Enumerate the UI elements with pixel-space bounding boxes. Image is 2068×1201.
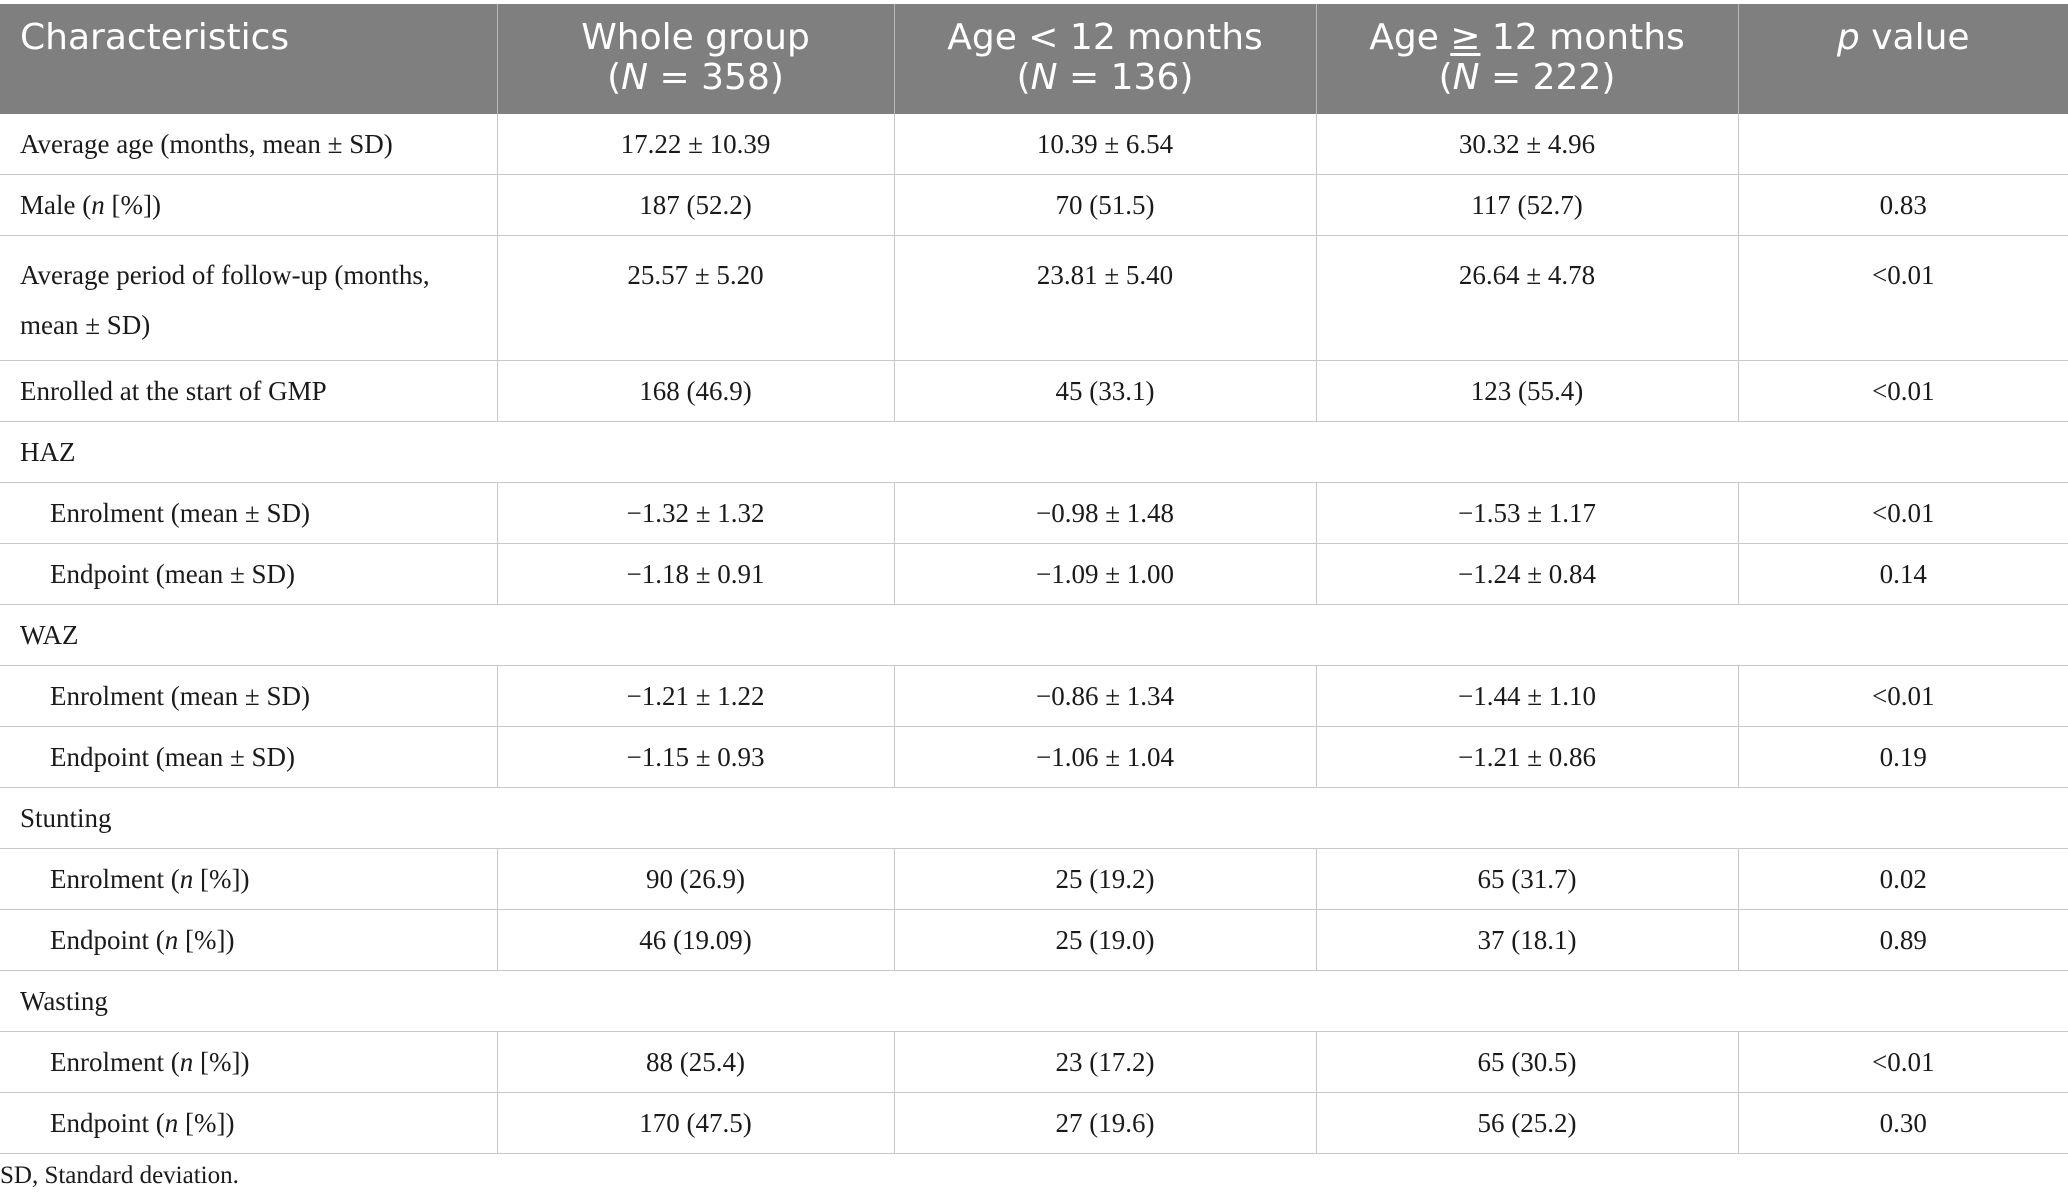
section-row-stunting: Stunting xyxy=(0,787,2068,849)
row-label: Endpoint (mean ± SD) xyxy=(0,543,498,605)
cell-age-12-plus: −1.53 ± 1.17 xyxy=(1316,482,1739,544)
cell-whole-group: 90 (26.9) xyxy=(497,848,895,910)
cell-age-under-12: 10.39 ± 6.54 xyxy=(894,114,1317,175)
cell-p-value: <0.01 xyxy=(1738,235,2068,361)
cell-age-12-plus: 56 (25.2) xyxy=(1316,1092,1739,1154)
header-characteristics: Characteristics xyxy=(0,4,498,114)
header-age-under-12-n: (N = 136) xyxy=(1016,57,1194,98)
header-age-under-12-title: Age < 12 months xyxy=(947,17,1263,58)
cell-age-under-12: −1.06 ± 1.04 xyxy=(894,726,1317,788)
cell-age-12-plus: 117 (52.7) xyxy=(1316,174,1739,236)
cell-whole-group: −1.15 ± 0.93 xyxy=(497,726,895,788)
row-label: Endpoint (n [%]) xyxy=(0,1092,498,1154)
row-label: Enrolled at the start of GMP xyxy=(0,360,498,422)
table-row: Enrolment (mean ± SD) −1.21 ± 1.22 −0.86… xyxy=(0,665,2068,727)
cell-age-12-plus: −1.24 ± 0.84 xyxy=(1316,543,1739,605)
cell-whole-group: 46 (19.09) xyxy=(497,909,895,971)
row-label: Endpoint (n [%]) xyxy=(0,909,498,971)
cell-age-under-12: −0.98 ± 1.48 xyxy=(894,482,1317,544)
cell-whole-group: 25.57 ± 5.20 xyxy=(497,235,895,361)
cell-age-12-plus: 26.64 ± 4.78 xyxy=(1316,235,1739,361)
cell-p-value xyxy=(1738,114,2068,175)
cell-age-under-12: 45 (33.1) xyxy=(894,360,1317,422)
cell-p-value: <0.01 xyxy=(1738,1031,2068,1093)
table-row: Average age (months, mean ± SD) 17.22 ± … xyxy=(0,114,2068,175)
row-label: Enrolment (n [%]) xyxy=(0,1031,498,1093)
cell-age-under-12: 23 (17.2) xyxy=(894,1031,1317,1093)
table-row: Endpoint (mean ± SD) −1.15 ± 0.93 −1.06 … xyxy=(0,726,2068,788)
table-body: Average age (months, mean ± SD) 17.22 ± … xyxy=(0,114,2068,1154)
section-row-haz: HAZ xyxy=(0,421,2068,483)
cell-p-value: <0.01 xyxy=(1738,482,2068,544)
header-row: Characteristics Whole group (N = 358) Ag… xyxy=(0,4,2068,114)
section-row-wasting: Wasting xyxy=(0,970,2068,1032)
table-row: Enrolment (mean ± SD) −1.32 ± 1.32 −0.98… xyxy=(0,482,2068,544)
cell-whole-group: 187 (52.2) xyxy=(497,174,895,236)
header-whole-group: Whole group (N = 358) xyxy=(497,4,895,114)
table-row: Average period of follow-up (months, mea… xyxy=(0,235,2068,361)
header-whole-group-title: Whole group xyxy=(581,17,810,58)
cell-p-value: 0.02 xyxy=(1738,848,2068,910)
cell-p-value: 0.89 xyxy=(1738,909,2068,971)
header-age-12-plus-title: Age ≥ 12 months xyxy=(1369,17,1685,58)
row-label: Average period of follow-up (months, mea… xyxy=(0,235,498,361)
section-label: Stunting xyxy=(0,787,2068,849)
table-row: Endpoint (mean ± SD) −1.18 ± 0.91 −1.09 … xyxy=(0,543,2068,605)
row-label: Enrolment (mean ± SD) xyxy=(0,665,498,727)
cell-age-12-plus: −1.44 ± 1.10 xyxy=(1316,665,1739,727)
cell-age-under-12: −0.86 ± 1.34 xyxy=(894,665,1317,727)
cell-whole-group: −1.21 ± 1.22 xyxy=(497,665,895,727)
cell-age-12-plus: 37 (18.1) xyxy=(1316,909,1739,971)
row-label: Enrolment (mean ± SD) xyxy=(0,482,498,544)
cell-whole-group: 168 (46.9) xyxy=(497,360,895,422)
section-label: WAZ xyxy=(0,604,2068,666)
header-whole-group-n: (N = 358) xyxy=(607,57,784,98)
cell-whole-group: 170 (47.5) xyxy=(497,1092,895,1154)
cell-age-12-plus: 65 (31.7) xyxy=(1316,848,1739,910)
cell-age-12-plus: 65 (30.5) xyxy=(1316,1031,1739,1093)
row-label: Male (n [%]) xyxy=(0,174,498,236)
header-age-under-12: Age < 12 months (N = 136) xyxy=(894,4,1317,114)
cell-whole-group: 88 (25.4) xyxy=(497,1031,895,1093)
cell-age-under-12: 23.81 ± 5.40 xyxy=(894,235,1317,361)
table-footnote: SD, Standard deviation. xyxy=(0,1162,239,1189)
cell-age-12-plus: 123 (55.4) xyxy=(1316,360,1739,422)
cell-age-under-12: 70 (51.5) xyxy=(894,174,1317,236)
row-label: Average age (months, mean ± SD) xyxy=(0,114,498,175)
section-label: Wasting xyxy=(0,970,2068,1032)
section-row-waz: WAZ xyxy=(0,604,2068,666)
table-row: Endpoint (n [%]) 170 (47.5) 27 (19.6) 56… xyxy=(0,1092,2068,1154)
row-label: Endpoint (mean ± SD) xyxy=(0,726,498,788)
cell-p-value: 0.30 xyxy=(1738,1092,2068,1154)
cell-age-12-plus: −1.21 ± 0.86 xyxy=(1316,726,1739,788)
cell-age-under-12: 25 (19.2) xyxy=(894,848,1317,910)
cell-whole-group: −1.32 ± 1.32 xyxy=(497,482,895,544)
table-row: Enrolment (n [%]) 90 (26.9) 25 (19.2) 65… xyxy=(0,848,2068,910)
characteristics-table-container: Characteristics Whole group (N = 358) Ag… xyxy=(0,4,2068,1154)
cell-p-value: 0.83 xyxy=(1738,174,2068,236)
cell-age-under-12: −1.09 ± 1.00 xyxy=(894,543,1317,605)
cell-age-under-12: 27 (19.6) xyxy=(894,1092,1317,1154)
table-header: Characteristics Whole group (N = 358) Ag… xyxy=(0,4,2068,114)
cell-age-under-12: 25 (19.0) xyxy=(894,909,1317,971)
cell-whole-group: 17.22 ± 10.39 xyxy=(497,114,895,175)
section-label: HAZ xyxy=(0,421,2068,483)
header-p-value: p value xyxy=(1738,4,2068,114)
table-row: Enrolled at the start of GMP 168 (46.9) … xyxy=(0,360,2068,422)
cell-p-value: <0.01 xyxy=(1738,360,2068,422)
cell-p-value: 0.19 xyxy=(1738,726,2068,788)
cell-p-value: 0.14 xyxy=(1738,543,2068,605)
table-row: Enrolment (n [%]) 88 (25.4) 23 (17.2) 65… xyxy=(0,1031,2068,1093)
cell-whole-group: −1.18 ± 0.91 xyxy=(497,543,895,605)
header-age-12-plus-n: (N = 222) xyxy=(1438,57,1616,98)
characteristics-table: Characteristics Whole group (N = 358) Ag… xyxy=(0,4,2068,1154)
cell-p-value: <0.01 xyxy=(1738,665,2068,727)
header-age-12-plus: Age ≥ 12 months (N = 222) xyxy=(1316,4,1739,114)
table-row: Endpoint (n [%]) 46 (19.09) 25 (19.0) 37… xyxy=(0,909,2068,971)
cell-age-12-plus: 30.32 ± 4.96 xyxy=(1316,114,1739,175)
table-row: Male (n [%]) 187 (52.2) 70 (51.5) 117 (5… xyxy=(0,174,2068,236)
row-label: Enrolment (n [%]) xyxy=(0,848,498,910)
